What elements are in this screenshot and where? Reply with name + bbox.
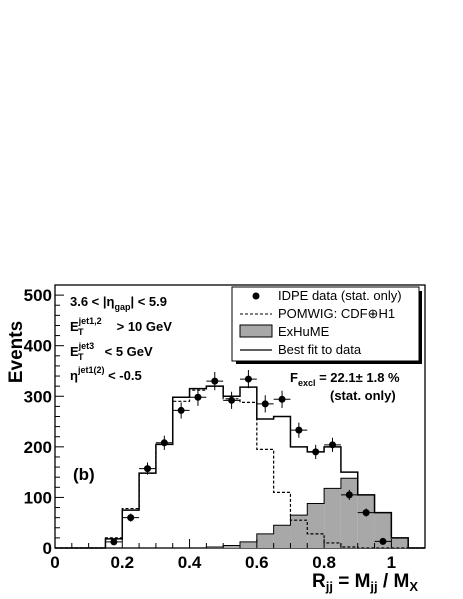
- y-tick-label: 0: [43, 539, 52, 558]
- exhume-bin: [391, 537, 409, 548]
- data-point: [362, 509, 370, 517]
- data-point: [278, 395, 286, 403]
- exhume-histogram: [55, 477, 425, 549]
- legend-label-data: IDPE data (stat. only): [278, 288, 402, 303]
- data-point: [345, 491, 353, 499]
- legend-label-pomwig: POMWIG: CDF⊕H1: [278, 306, 395, 321]
- exhume-bin: [324, 488, 341, 548]
- legend-shadow-right: [419, 291, 422, 364]
- legend-label-exhume: ExHuME: [278, 324, 330, 339]
- exhume-bin: [206, 546, 224, 548]
- data-point: [295, 426, 303, 434]
- cut-eta: ηjet1(2) < -0.5: [70, 365, 142, 383]
- x-axis: 0 0.2 0.4 0.6 0.8 1: [50, 539, 426, 572]
- y-axis: 0 100 200 300 400 500: [24, 284, 64, 558]
- data-point: [312, 448, 320, 456]
- y-tick-label: 500: [24, 286, 52, 305]
- y-tick-label: 200: [24, 438, 52, 457]
- x-tick-label: 0.4: [178, 553, 202, 572]
- y-tick-label: 400: [24, 337, 52, 356]
- legend-shadow-bottom: [236, 361, 422, 364]
- data-point: [144, 465, 151, 473]
- data-point: [228, 396, 236, 404]
- data-point: [160, 439, 168, 447]
- data-point: [194, 393, 202, 401]
- x-title-slash-sub: X: [409, 579, 418, 594]
- fit-result: Fexcl = 22.1± 1.8 %: [290, 370, 400, 388]
- data-point: [177, 406, 185, 414]
- y-tick-label: 300: [24, 387, 52, 406]
- fit-note: (stat. only): [330, 388, 396, 403]
- legend-box: [231, 286, 420, 362]
- x-tick-label: 1: [387, 553, 396, 572]
- exhume-bin: [240, 541, 257, 548]
- cut-et12: Ejet1,2 T > 10 GeV: [70, 316, 172, 337]
- x-tick-label: 0: [50, 553, 59, 572]
- data-point: [127, 514, 135, 522]
- exhume-bin: [290, 515, 308, 548]
- x-title-eq-sub: jj: [369, 579, 377, 594]
- x-tick-label: 0.2: [110, 553, 134, 572]
- y-tick-label: 100: [24, 488, 52, 507]
- x-title-slash: / M: [378, 571, 410, 592]
- exhume-bin: [374, 512, 392, 548]
- legend-label-fit: Best fit to data: [278, 342, 362, 357]
- data-points: [105, 369, 392, 546]
- legend-swatch-exhume: [239, 324, 273, 338]
- x-tick-label: 0.8: [312, 553, 336, 572]
- cut-et3: Ejet3 T < 5 GeV: [70, 341, 153, 362]
- data-point: [329, 441, 336, 449]
- x-axis-title: Rjj = Mjj / MX: [312, 571, 418, 594]
- exhume-bin: [273, 525, 291, 548]
- data-point: [261, 400, 269, 408]
- y-axis-title: Events: [6, 321, 27, 383]
- x-title-main-sub: jj: [325, 579, 333, 594]
- legend: IDPE data (stat. only) POMWIG: CDF⊕H1 Ex…: [231, 286, 422, 364]
- exhume-bin: [223, 545, 240, 548]
- data-point: [244, 375, 252, 383]
- cut-gap: 3.6 < |ηgap| < 5.9: [70, 294, 167, 312]
- exhume-bin: [340, 478, 358, 548]
- x-title-main: R: [312, 571, 326, 592]
- exhume-bin: [256, 533, 274, 548]
- data-point: [110, 538, 118, 546]
- data-point: [211, 377, 219, 385]
- exhume-bin: [307, 503, 325, 548]
- panel-label: (b): [73, 465, 95, 484]
- x-title-eq: = M: [333, 571, 370, 592]
- legend-marker-data: [252, 292, 260, 300]
- x-tick-label: 0.6: [245, 553, 269, 572]
- exhume-bin: [357, 494, 375, 548]
- data-point: [379, 537, 387, 545]
